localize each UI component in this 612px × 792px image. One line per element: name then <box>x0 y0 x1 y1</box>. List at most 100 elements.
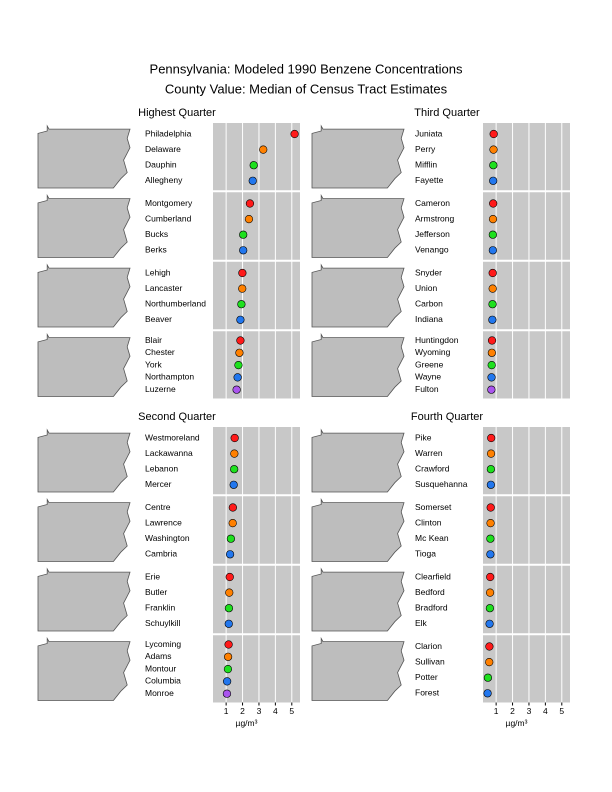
dot <box>230 449 239 458</box>
dot <box>487 373 496 382</box>
county-name: Venango <box>415 245 449 255</box>
county-name: Wyoming <box>415 347 451 357</box>
dot <box>487 385 496 394</box>
county-name: Pike <box>415 432 432 442</box>
dot <box>488 284 497 293</box>
dot <box>486 534 495 543</box>
dot <box>485 619 494 628</box>
dot <box>487 336 497 345</box>
county-name: Crawford <box>415 463 450 473</box>
county-name: Clinton <box>415 517 442 527</box>
county-name: Philadelphia <box>145 128 192 138</box>
county-name: Schuylkill <box>145 618 181 628</box>
dot <box>486 480 495 489</box>
county-name: Chester <box>145 347 175 357</box>
county-name: Lebanon <box>145 463 178 473</box>
county-name: Allegheny <box>145 175 183 185</box>
county-name: Northampton <box>145 372 194 382</box>
county-name: Indiana <box>415 314 443 324</box>
county-map <box>37 263 131 328</box>
county-name: Perry <box>415 144 436 154</box>
county-name: Union <box>415 283 437 293</box>
county-name: Cameron <box>415 198 450 208</box>
dot <box>230 465 239 474</box>
county-map <box>37 637 131 701</box>
county-name: Fulton <box>415 384 439 394</box>
county-name: Fayette <box>415 175 444 185</box>
county-name: Warren <box>415 448 443 458</box>
county-name: Blair <box>145 335 162 345</box>
county-name: Adams <box>145 651 171 661</box>
county-map <box>311 567 405 632</box>
dot <box>488 300 497 309</box>
dot <box>259 145 268 154</box>
x-axis-label: µg/m³ <box>236 718 258 728</box>
county-name: Bedford <box>415 587 445 597</box>
county-name: Huntingdon <box>415 335 459 345</box>
x-tick-label: 1 <box>494 706 499 716</box>
county-name: Bucks <box>145 229 168 239</box>
dot <box>230 433 239 443</box>
dot <box>488 230 497 239</box>
county-name: Beaver <box>145 314 172 324</box>
dot <box>232 385 241 394</box>
dot <box>489 199 498 208</box>
dot <box>239 230 248 239</box>
dot <box>487 361 496 370</box>
dot <box>226 534 235 543</box>
dot <box>234 361 243 370</box>
x-tick-label: 5 <box>559 706 564 716</box>
county-map <box>37 498 131 562</box>
county-name: Berks <box>145 245 167 255</box>
county-name: Mc Kean <box>415 533 449 543</box>
county-name: Cumberland <box>145 213 192 223</box>
county-name: Cambria <box>145 549 177 559</box>
county-name: Lycoming <box>145 639 181 649</box>
county-name: Elk <box>415 618 428 628</box>
dot <box>239 246 248 255</box>
county-map <box>311 263 405 328</box>
dot <box>485 604 494 613</box>
county-name: Columbia <box>145 676 181 686</box>
dot <box>224 652 233 661</box>
county-name: Lackawanna <box>145 448 193 458</box>
county-name: Delaware <box>145 144 181 154</box>
dot <box>487 348 496 357</box>
county-name: Montgomery <box>145 198 193 208</box>
county-name: York <box>145 359 162 369</box>
county-name: Juniata <box>415 128 443 138</box>
county-name: Erie <box>145 571 160 581</box>
x-tick-label: 3 <box>527 706 532 716</box>
county-name: Centre <box>145 502 171 512</box>
dot <box>485 657 494 667</box>
county-name: Susquehanna <box>415 479 468 489</box>
county-name: Dauphin <box>145 159 177 169</box>
county-name: Monroe <box>145 688 174 698</box>
county-name: Montour <box>145 663 176 673</box>
dot <box>245 199 255 208</box>
x-tick-label: 1 <box>224 706 229 716</box>
panel-title: Fourth Quarter <box>411 411 483 423</box>
dot <box>489 176 498 185</box>
dot <box>485 588 495 597</box>
dot <box>236 336 245 345</box>
dot <box>228 518 237 528</box>
dot <box>488 268 497 278</box>
dot <box>248 176 257 185</box>
county-map <box>311 124 405 189</box>
dot <box>244 215 254 224</box>
county-map <box>37 124 131 189</box>
county-name: Potter <box>415 672 438 682</box>
county-map <box>311 333 405 397</box>
county-name: Lehigh <box>145 267 171 277</box>
county-name: Wayne <box>415 372 441 382</box>
dot <box>290 129 299 139</box>
dot <box>228 503 237 512</box>
county-name: Greene <box>415 359 444 369</box>
county-map <box>311 194 405 258</box>
dot <box>233 373 242 382</box>
panel-title: Third Quarter <box>414 107 480 119</box>
dot <box>488 246 497 255</box>
county-name: Luzerne <box>145 384 176 394</box>
panel-title: Second Quarter <box>138 411 216 423</box>
